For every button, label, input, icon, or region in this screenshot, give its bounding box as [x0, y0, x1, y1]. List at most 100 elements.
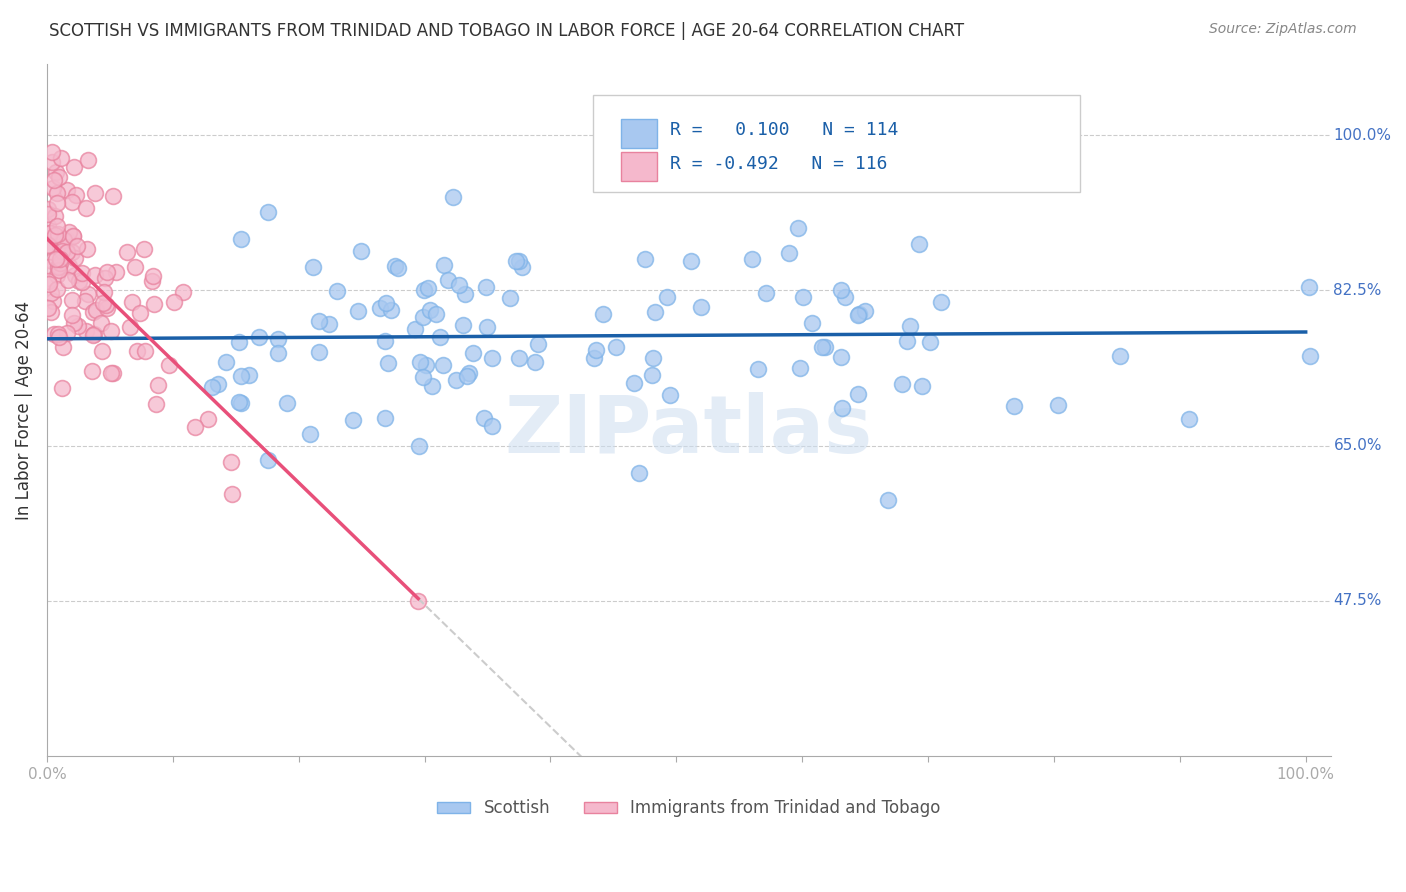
Point — [82, 364, 104, 378]
Point — [267, 332, 290, 346]
Point — [433, 258, 456, 272]
Point — [938, 175, 960, 189]
Point — [499, 291, 522, 305]
Point — [142, 296, 165, 310]
Point — [197, 412, 219, 426]
Point — [848, 308, 870, 322]
Point — [800, 316, 823, 330]
Text: 65.0%: 65.0% — [1333, 438, 1382, 453]
Point — [44, 209, 66, 223]
Point — [846, 386, 869, 401]
Point — [301, 260, 323, 274]
Point — [37, 237, 59, 252]
Point — [93, 285, 115, 299]
Text: 100.0%: 100.0% — [1333, 128, 1392, 143]
Point — [505, 254, 527, 268]
Point — [228, 335, 250, 350]
Point — [929, 294, 952, 309]
Point — [228, 394, 250, 409]
Text: R =   0.100   N = 114: R = 0.100 N = 114 — [669, 121, 898, 139]
Point — [891, 377, 914, 392]
Point — [425, 307, 447, 321]
Point — [420, 379, 443, 393]
Point — [100, 324, 122, 338]
Point — [83, 186, 105, 200]
Point — [308, 314, 330, 328]
Point — [38, 226, 60, 240]
Point — [38, 260, 60, 274]
Point — [76, 242, 98, 256]
Point — [48, 262, 70, 277]
Point — [1299, 349, 1322, 363]
Point — [60, 245, 83, 260]
Point — [58, 225, 80, 239]
Point — [183, 420, 205, 434]
Point — [527, 337, 550, 351]
Point — [48, 252, 70, 266]
Point — [475, 280, 498, 294]
Point — [1108, 349, 1130, 363]
Point — [641, 368, 664, 382]
Point — [75, 294, 97, 309]
Point — [48, 259, 70, 273]
Point — [231, 369, 253, 384]
Point — [755, 286, 778, 301]
Point — [45, 268, 67, 282]
Point — [643, 351, 665, 366]
Point — [55, 233, 77, 247]
Point — [65, 188, 87, 202]
Point — [60, 293, 83, 307]
Point — [46, 260, 69, 274]
Legend: Scottish, Immigrants from Trinidad and Tobago: Scottish, Immigrants from Trinidad and T… — [430, 793, 948, 824]
Text: SCOTTISH VS IMMIGRANTS FROM TRINIDAD AND TOBAGO IN LABOR FORCE | AGE 20-64 CORRE: SCOTTISH VS IMMIGRANTS FROM TRINIDAD AND… — [49, 22, 965, 40]
Bar — [621, 153, 657, 181]
Text: Source: ZipAtlas.com: Source: ZipAtlas.com — [1209, 22, 1357, 37]
Point — [747, 361, 769, 376]
Point — [787, 220, 810, 235]
Point — [644, 305, 666, 319]
Point — [657, 290, 679, 304]
Point — [592, 307, 614, 321]
Point — [63, 251, 86, 265]
Point — [83, 326, 105, 341]
Point — [120, 320, 142, 334]
Point — [46, 326, 69, 341]
Point — [94, 271, 117, 285]
Point — [56, 183, 79, 197]
Point — [76, 287, 98, 301]
Point — [45, 165, 67, 179]
Point — [45, 252, 67, 266]
Text: R = -0.492   N = 116: R = -0.492 N = 116 — [669, 154, 887, 172]
Point — [96, 301, 118, 316]
Text: ZIPatlas: ZIPatlas — [505, 392, 873, 470]
Point — [66, 238, 89, 252]
Point — [77, 153, 100, 167]
Point — [814, 340, 837, 354]
Point — [66, 318, 89, 333]
Point — [406, 593, 429, 607]
Point — [384, 259, 406, 273]
Point — [830, 350, 852, 364]
Point — [605, 340, 627, 354]
Point — [432, 359, 454, 373]
Point — [70, 266, 93, 280]
Point — [374, 411, 396, 425]
Point — [257, 205, 280, 219]
Point — [416, 281, 439, 295]
Point — [46, 227, 69, 242]
Point — [918, 334, 941, 349]
Point — [129, 306, 152, 320]
Point — [62, 316, 84, 330]
Bar — [621, 120, 657, 148]
Point — [67, 274, 90, 288]
Point — [408, 439, 430, 453]
Point — [48, 170, 70, 185]
FancyBboxPatch shape — [592, 95, 1080, 192]
Point — [415, 359, 437, 373]
Point — [37, 219, 59, 234]
Point — [523, 355, 546, 369]
Point — [350, 244, 373, 259]
Point — [623, 376, 645, 390]
Point — [45, 219, 67, 233]
Point — [221, 455, 243, 469]
